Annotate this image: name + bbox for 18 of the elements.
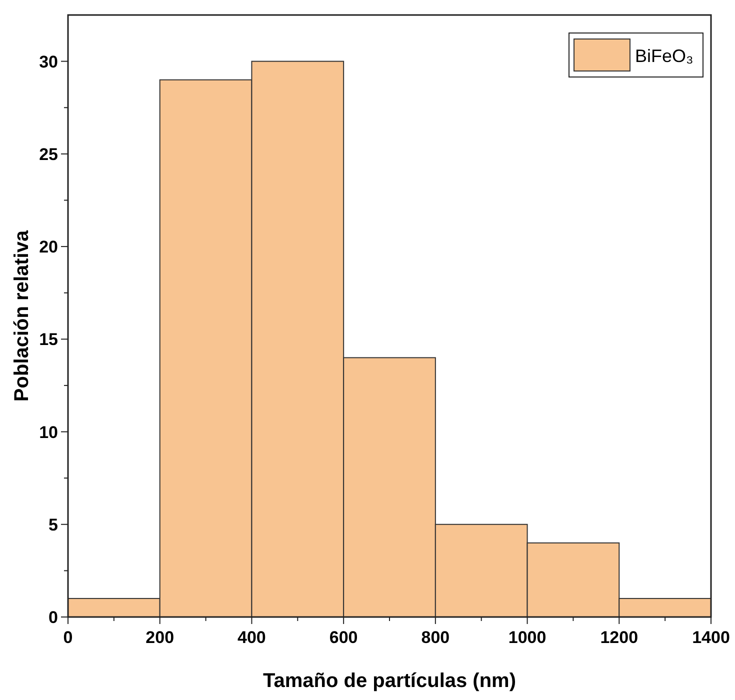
y-axis-title: Población relativa [11, 230, 33, 402]
legend-label: BiFeO₃ [635, 46, 694, 66]
x-tick-label: 200 [146, 628, 174, 647]
x-tick-label: 800 [421, 628, 450, 647]
x-axis-title: Tamaño de partículas (nm) [262, 670, 516, 692]
x-tick-label: 1000 [508, 628, 546, 647]
x-tick-label: 400 [238, 628, 266, 647]
y-tick-label: 5 [48, 515, 58, 534]
x-tick-label: 1400 [692, 628, 730, 647]
y-tick-label: 10 [39, 422, 58, 442]
x-tick-label: 600 [329, 628, 358, 647]
y-tick-label: 0 [48, 608, 58, 627]
y-tick-label: 15 [39, 330, 58, 350]
x-tick-label: 0 [63, 628, 73, 647]
y-tick-label: 30 [39, 52, 58, 72]
y-tick-label: 20 [39, 238, 58, 257]
x-tick-label: 1200 [600, 628, 638, 647]
y-tick-label: 25 [39, 144, 58, 164]
